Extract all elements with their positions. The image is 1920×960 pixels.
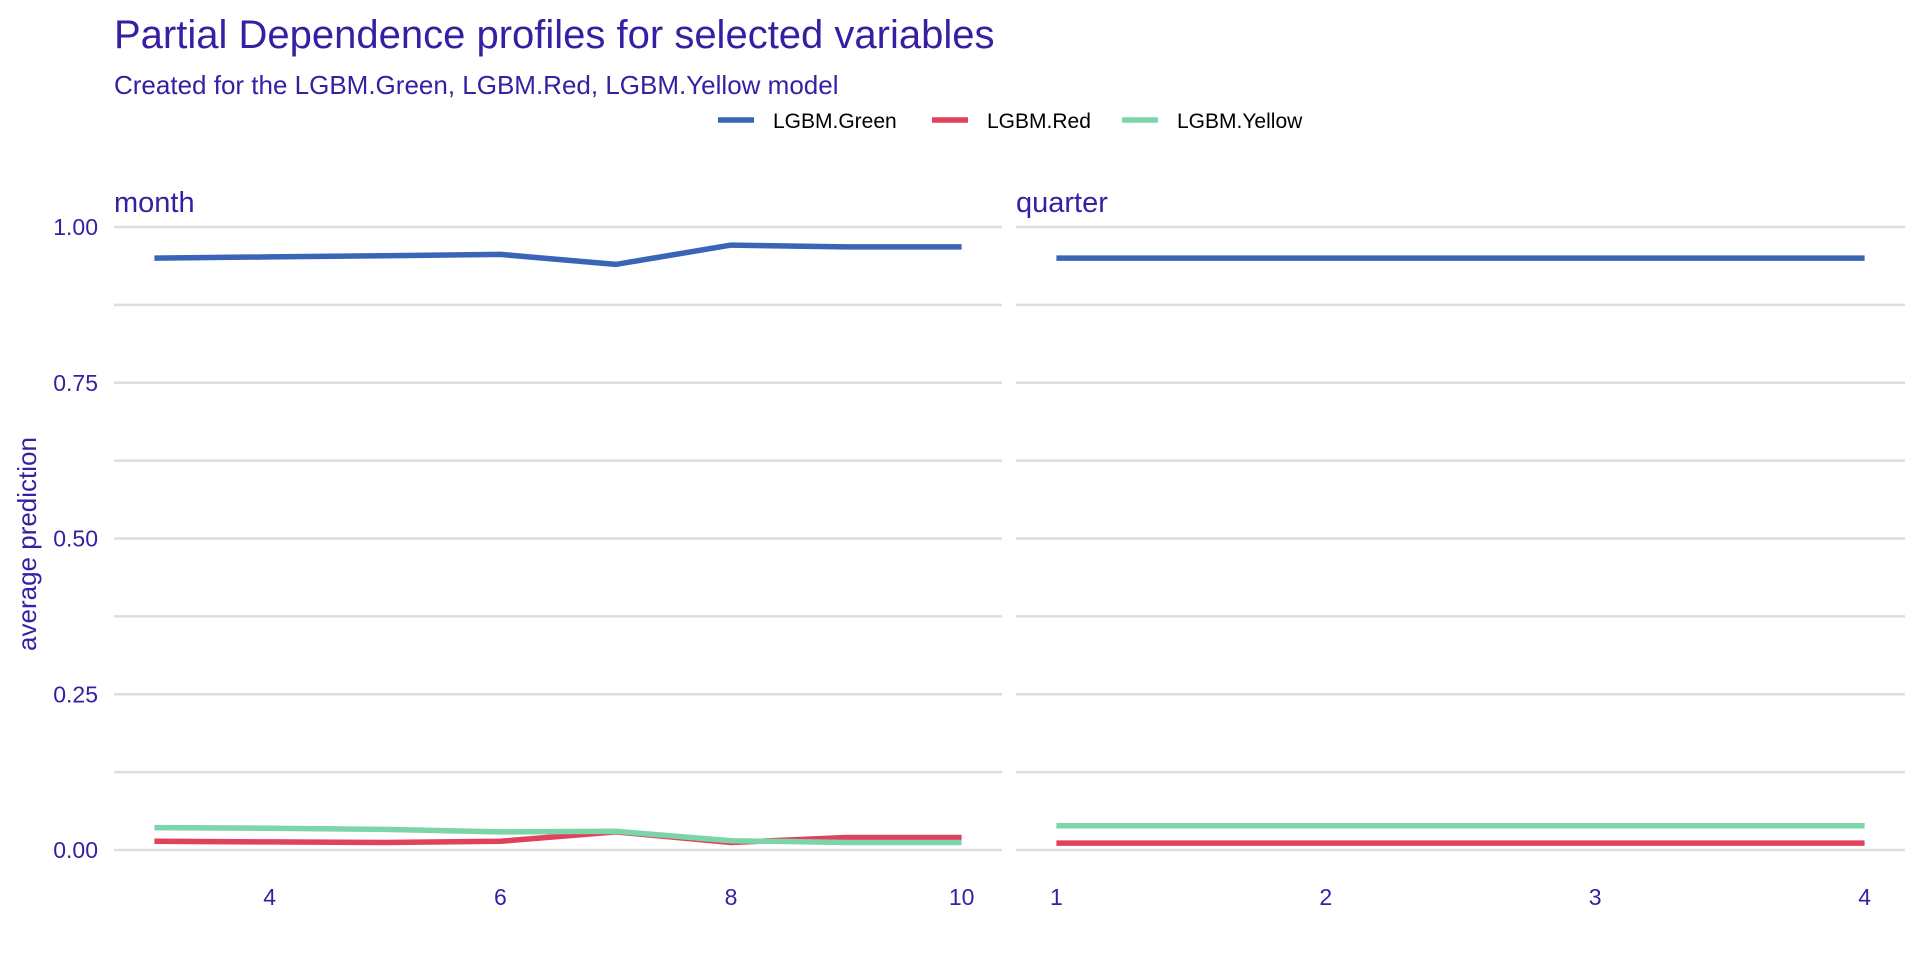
panel-month: month 4 6 8 10 <box>114 187 1002 910</box>
series-line-lgbm-green <box>154 242 962 268</box>
x-tick-label: 1 <box>1050 884 1063 910</box>
y-tick-label: 0.00 <box>53 837 98 863</box>
x-tick-label: 4 <box>263 884 276 910</box>
x-tick-label: 6 <box>494 884 507 910</box>
x-tick-label: 3 <box>1589 884 1602 910</box>
y-tick-label: 0.50 <box>53 526 98 552</box>
legend-label-lgbm-green: LGBM.Green <box>773 110 897 133</box>
facet-panels: 0.00 0.25 0.50 0.75 1.00 month 4 6 8 10 quarter 1 2 3… <box>53 187 1905 910</box>
panel-quarter: quarter 1 2 3 4 <box>1016 187 1905 910</box>
y-tick-label: 1.00 <box>53 214 98 240</box>
x-tick-label: 8 <box>725 884 738 910</box>
panel-strip-quarter: quarter <box>1016 187 1108 219</box>
y-axis-ticks: 0.00 0.25 0.50 0.75 1.00 <box>53 214 98 863</box>
series-line-lgbm-yellow <box>154 824 962 846</box>
y-axis-label: average prediction <box>12 437 42 651</box>
panel-strip-month: month <box>114 187 195 219</box>
chart-subtitle: Created for the LGBM.Green, LGBM.Red, LG… <box>114 70 838 100</box>
y-tick-label: 0.75 <box>53 370 98 396</box>
legend-label-lgbm-red: LGBM.Red <box>987 110 1091 133</box>
x-tick-label: 2 <box>1319 884 1332 910</box>
chart-title: Partial Dependence profiles for selected… <box>114 13 995 57</box>
y-tick-label: 0.25 <box>53 681 98 707</box>
x-tick-label: 10 <box>949 884 975 910</box>
legend: LGBM.Green LGBM.Red LGBM.Yellow <box>718 110 1303 133</box>
series-line-lgbm-red <box>154 829 962 846</box>
legend-label-lgbm-yellow: LGBM.Yellow <box>1177 110 1303 133</box>
x-tick-label: 4 <box>1858 884 1871 910</box>
